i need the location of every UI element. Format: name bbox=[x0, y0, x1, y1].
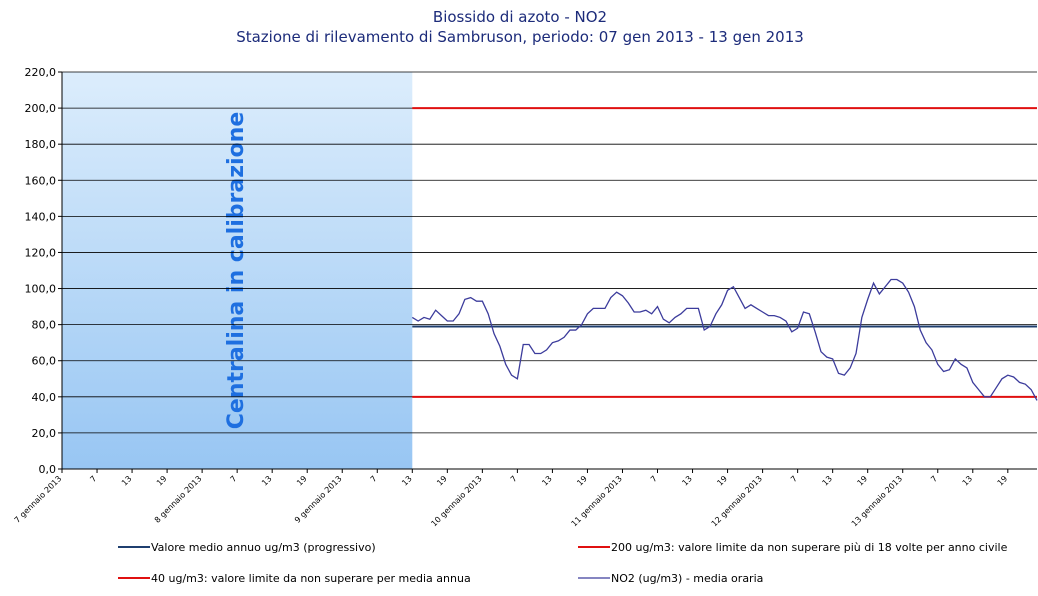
y-tick-label: 0,0 bbox=[39, 463, 57, 476]
x-tick-label: 7 bbox=[229, 474, 239, 484]
y-tick-label: 180,0 bbox=[25, 138, 57, 151]
y-tick-label: 100,0 bbox=[25, 283, 57, 296]
legend-label: NO2 (ug/m3) - media oraria bbox=[611, 572, 763, 585]
y-tick-label: 220,0 bbox=[25, 66, 57, 79]
x-tick-label: 7 bbox=[649, 474, 659, 484]
x-tick-label: 7 bbox=[369, 474, 379, 484]
y-tick-label: 80,0 bbox=[32, 319, 57, 332]
x-tick-label: 7 bbox=[929, 474, 939, 484]
y-tick-label: 40,0 bbox=[32, 391, 57, 404]
calibration-region bbox=[62, 72, 413, 469]
legend-label: 40 ug/m3: valore limite da non superare … bbox=[151, 572, 471, 585]
legend-label: Valore medio annuo ug/m3 (progressivo) bbox=[151, 541, 376, 554]
chart-subtitle: Stazione di rilevamento di Sambruson, pe… bbox=[236, 28, 804, 46]
x-tick-label: 19 bbox=[996, 474, 1010, 488]
series-line bbox=[411, 278, 1038, 401]
chart-title: Biossido di azoto - NO2 bbox=[433, 8, 607, 26]
x-tick-label: 7 bbox=[789, 474, 799, 484]
x-tick-label: 19 bbox=[575, 474, 589, 488]
x-tick-label: 13 bbox=[961, 474, 975, 488]
y-tick-label: 20,0 bbox=[32, 427, 57, 440]
x-tick-label: 13 bbox=[260, 474, 274, 488]
x-tick-label: 7 bbox=[509, 474, 519, 484]
x-tick-label: 19 bbox=[435, 474, 449, 488]
annotation: Centralina in calibrazione bbox=[224, 112, 249, 430]
y-tick-label: 120,0 bbox=[25, 246, 57, 259]
x-tick-label: 19 bbox=[715, 474, 729, 488]
y-tick-label: 60,0 bbox=[32, 355, 57, 368]
y-tick-label: 160,0 bbox=[25, 174, 57, 187]
x-tick-label: 19 bbox=[155, 474, 169, 488]
legend-label: 200 ug/m3: valore limite da non superare… bbox=[611, 541, 1008, 554]
x-tick-label: 13 bbox=[821, 474, 835, 488]
x-tick-label: 13 bbox=[400, 474, 414, 488]
y-tick-label: 200,0 bbox=[25, 102, 57, 115]
x-tick-label: 13 bbox=[120, 474, 134, 488]
y-tick-label: 140,0 bbox=[25, 210, 57, 223]
x-tick-label: 19 bbox=[856, 474, 870, 488]
x-tick-label: 7 gennaio 2013 bbox=[13, 474, 64, 525]
x-tick-label: 19 bbox=[295, 474, 309, 488]
x-tick-label: 7 bbox=[88, 474, 98, 484]
x-tick-label: 13 bbox=[540, 474, 554, 488]
x-tick-label: 13 bbox=[680, 474, 694, 488]
